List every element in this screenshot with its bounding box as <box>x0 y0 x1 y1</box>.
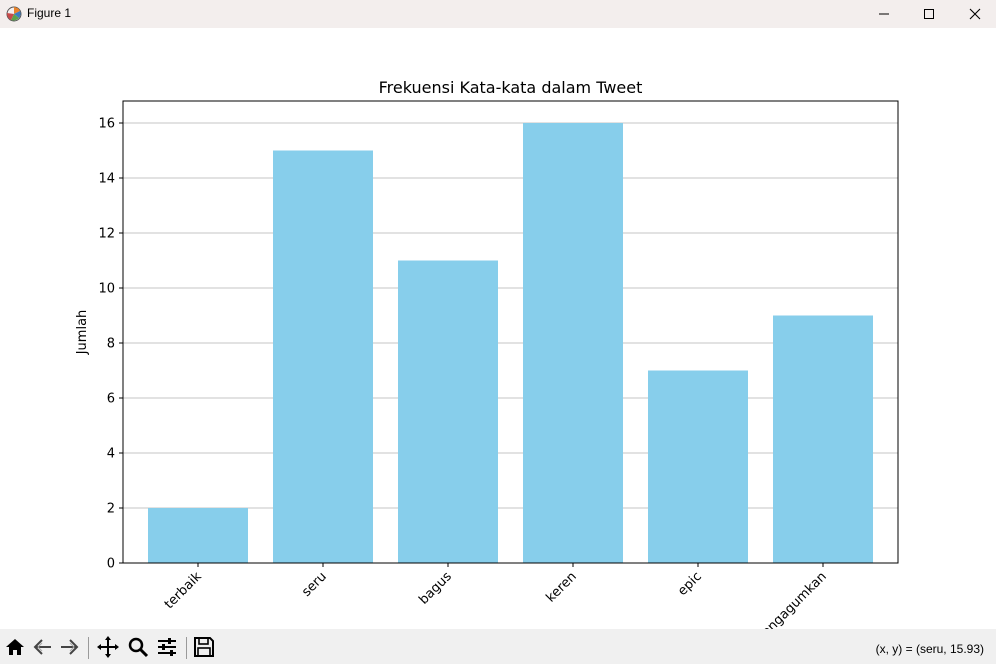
cursor-coordinates: (x, y) = (seru, 15.93) <box>875 642 984 656</box>
y-tick-label: 16 <box>98 117 115 132</box>
y-tick-label: 8 <box>107 337 115 352</box>
save-icon <box>194 637 214 657</box>
title-bar: Figure 1 <box>0 0 996 28</box>
x-tick-label: bagus <box>416 569 455 608</box>
minimize-icon <box>879 13 889 15</box>
forward-icon <box>61 639 79 655</box>
x-tick-label: seru <box>299 569 330 600</box>
x-tick-label: keren <box>544 569 580 605</box>
navigation-toolbar: (x, y) = (seru, 15.93) <box>0 629 996 664</box>
forward-button[interactable] <box>55 633 83 661</box>
home-icon <box>6 639 24 655</box>
x-tick-label: epic <box>675 569 705 599</box>
close-icon <box>969 8 981 20</box>
window-title: Figure 1 <box>27 6 72 20</box>
y-axis-label: Jumlah <box>75 310 90 356</box>
x-tick-label: terbaik <box>162 569 205 612</box>
bar-epic <box>648 370 748 563</box>
save-button[interactable] <box>190 633 218 661</box>
y-tick-label: 6 <box>107 392 115 407</box>
figure-canvas[interactable]: 0 2 4 6 8 10 12 14 16 terbaik seru bagus keren epic me… <box>0 28 996 629</box>
y-tick-label: 10 <box>98 282 115 297</box>
bar-terbaik <box>148 508 248 563</box>
zoom-icon <box>128 637 149 658</box>
y-tick-label: 2 <box>107 502 115 517</box>
bar-bagus <box>398 260 498 563</box>
bar-seru <box>273 150 373 563</box>
bar-keren <box>523 123 623 563</box>
chart-title: Frekuensi Kata-kata dalam Tweet <box>379 78 643 97</box>
toolbar-separator <box>186 637 187 659</box>
bar-chart: 0 2 4 6 8 10 12 14 16 terbaik seru bagus keren epic me… <box>75 78 899 629</box>
toolbar-separator <box>88 637 89 659</box>
x-tick-label: mengagumkan <box>750 569 830 629</box>
configure-subplots-button[interactable] <box>153 633 181 661</box>
maximize-icon <box>924 9 934 19</box>
back-button[interactable] <box>29 633 57 661</box>
maximize-button[interactable] <box>906 0 952 28</box>
configure-subplots-icon <box>158 638 176 656</box>
zoom-button[interactable] <box>124 633 152 661</box>
pan-icon <box>97 636 119 658</box>
y-tick-label: 0 <box>107 557 115 572</box>
home-button[interactable] <box>1 633 29 661</box>
y-tick-label: 12 <box>98 227 115 242</box>
y-tick-label: 14 <box>98 172 115 187</box>
matplotlib-icon <box>6 6 22 22</box>
bar-mengagumkan <box>773 315 873 563</box>
pan-button[interactable] <box>94 633 122 661</box>
close-button[interactable] <box>952 0 996 28</box>
minimize-button[interactable] <box>861 0 907 28</box>
y-tick-label: 4 <box>107 447 115 462</box>
axes-frame <box>122 100 899 564</box>
back-icon <box>33 639 51 655</box>
